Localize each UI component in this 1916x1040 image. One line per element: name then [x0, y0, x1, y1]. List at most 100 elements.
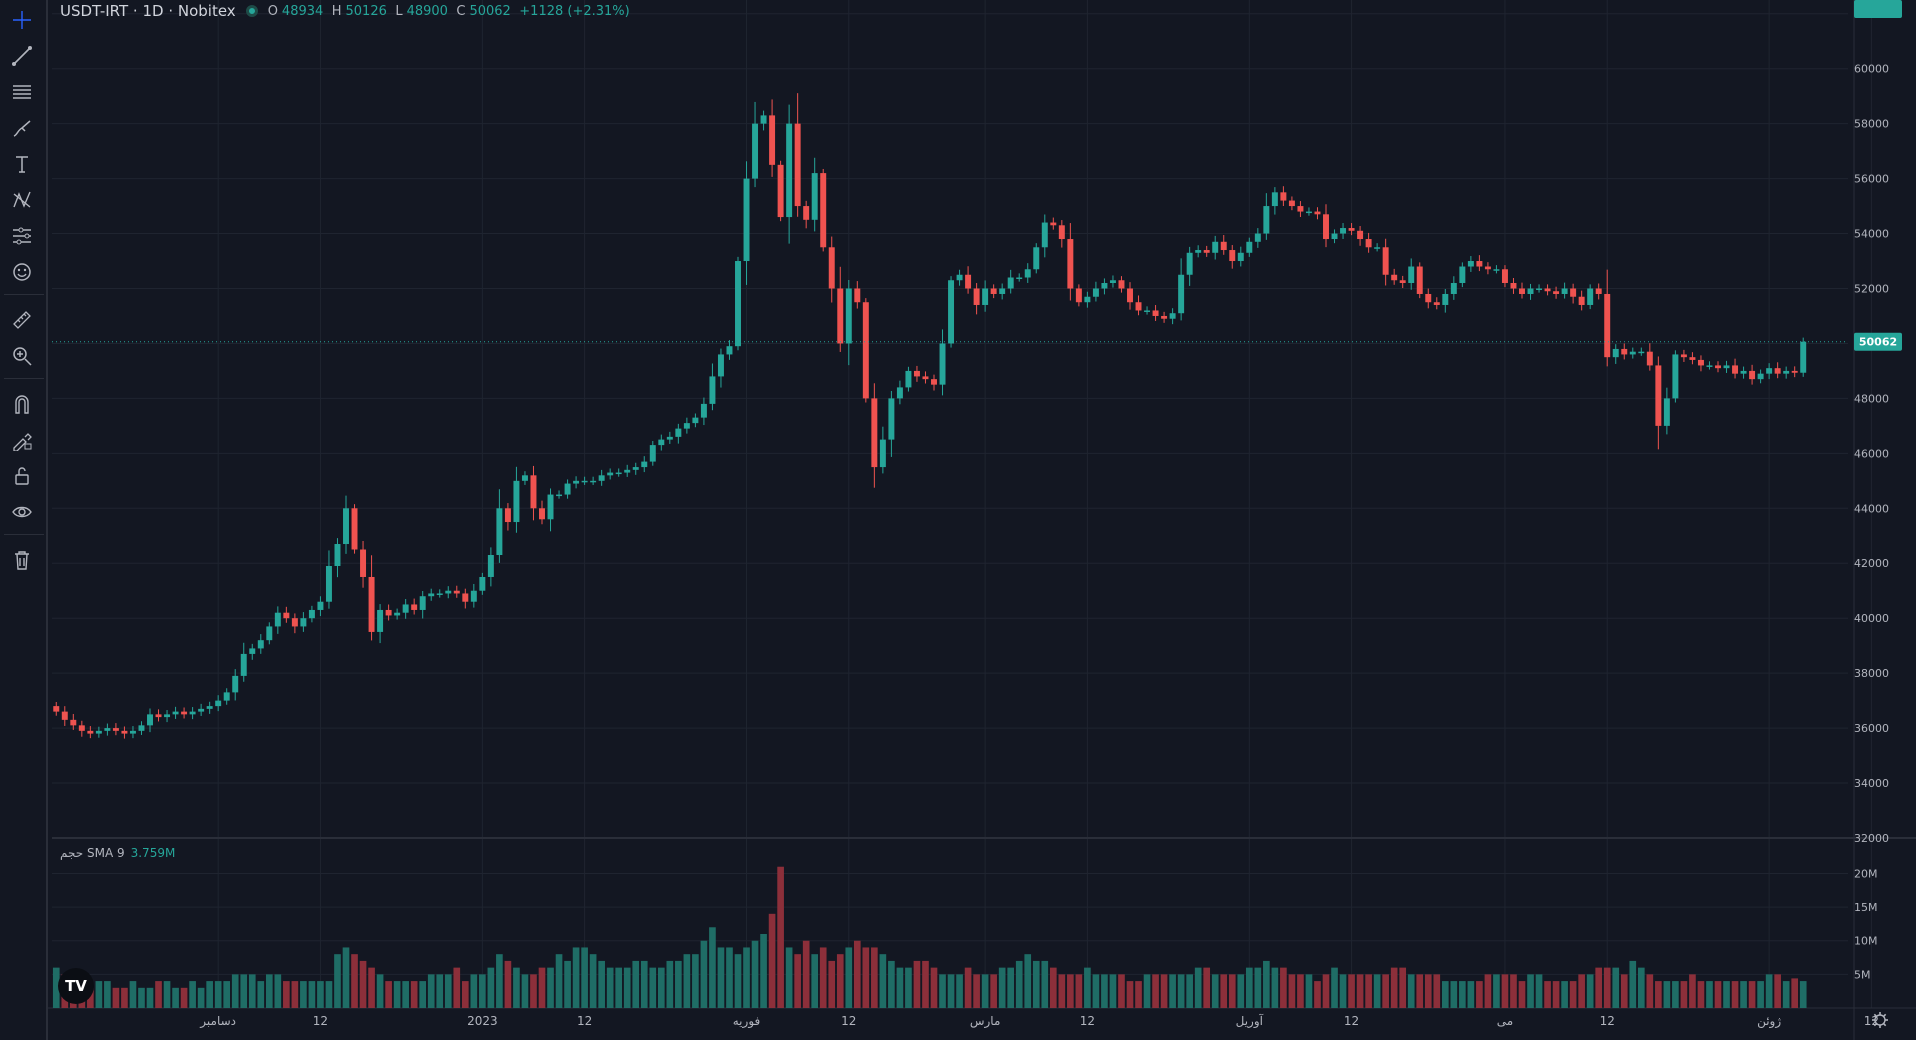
volume-legend[interactable]: حجم SMA 9 3.759M — [60, 846, 175, 860]
candlestick-chart[interactable]: 6200060000580005600054000520005000048000… — [48, 0, 1916, 1040]
candle — [1169, 313, 1176, 319]
settings-gear-icon[interactable] — [1872, 1012, 1888, 1028]
lock-drawing-icon[interactable] — [8, 426, 36, 454]
candle — [649, 445, 656, 462]
time-tick-label: 12 — [313, 1014, 328, 1028]
volume-bar — [1424, 974, 1432, 1008]
symbol-title[interactable]: USDT-IRT · 1D · Nobitex — [60, 2, 236, 20]
volume-bar — [1237, 974, 1245, 1008]
trash-icon[interactable] — [8, 546, 36, 574]
volume-bar — [751, 940, 759, 1008]
price-tag-bg — [1854, 332, 1902, 351]
candle — [147, 714, 153, 726]
volume-bar — [1476, 981, 1483, 1008]
candle — [189, 711, 196, 715]
price-tag: 50062 — [1859, 336, 1897, 349]
candle — [939, 343, 946, 385]
candle — [598, 475, 605, 481]
time-tick-label: 12 — [1080, 1014, 1095, 1028]
volume-bar — [1067, 974, 1074, 1008]
candle — [1161, 315, 1168, 319]
ruler-icon[interactable] — [8, 306, 36, 334]
candle — [521, 475, 528, 481]
zoom-in-icon[interactable] — [8, 342, 36, 370]
volume-bar — [231, 974, 239, 1008]
eye-icon[interactable] — [8, 498, 36, 526]
volume-bar — [1339, 974, 1347, 1008]
volume-bar — [1646, 974, 1654, 1008]
pattern-icon[interactable] — [8, 186, 36, 214]
volume-bar — [240, 974, 248, 1008]
volume-bar — [1245, 967, 1253, 1008]
candle — [249, 648, 256, 654]
candle — [1391, 274, 1398, 281]
candle — [1493, 269, 1500, 271]
volume-bar — [1135, 981, 1142, 1008]
candle — [854, 288, 861, 303]
candle — [487, 555, 494, 577]
candle — [888, 398, 895, 440]
candle — [1519, 288, 1525, 294]
volume-bar — [598, 960, 605, 1008]
candle — [1783, 370, 1790, 374]
volume-tick-label: 10M — [1854, 935, 1878, 948]
volume-bar — [342, 947, 350, 1008]
candle — [1595, 288, 1602, 294]
volume-bar — [1126, 981, 1134, 1008]
high-label: H — [331, 4, 342, 19]
candle — [343, 508, 349, 545]
emoji-icon[interactable] — [8, 258, 36, 286]
candle — [1152, 310, 1159, 316]
volume-bar — [777, 866, 784, 1008]
time-tick-label: 12 — [1600, 1014, 1615, 1028]
candle — [377, 609, 384, 632]
candle — [769, 115, 776, 165]
brush-icon[interactable] — [8, 114, 36, 142]
trendline-icon[interactable] — [8, 42, 36, 70]
horizontal-lines-icon[interactable] — [8, 78, 36, 106]
volume-bar — [444, 974, 452, 1008]
forecast-icon[interactable] — [8, 222, 36, 250]
volume-bar — [1552, 981, 1560, 1008]
tradingview-logo[interactable]: TV — [58, 968, 94, 1004]
volume-bar — [1075, 974, 1083, 1008]
candle — [1442, 293, 1449, 305]
candle — [1357, 230, 1364, 240]
candle — [1041, 222, 1048, 248]
ohlc-values: O 48934 H 50126 L 48900 C 50062 +1128 (+2.31… — [268, 3, 634, 19]
volume-bar — [1535, 974, 1543, 1008]
candle — [828, 247, 835, 289]
candle — [948, 280, 955, 344]
volume-bar — [922, 960, 929, 1008]
volume-bar — [1032, 960, 1040, 1008]
time-tick-label: 12 — [841, 1014, 856, 1028]
gear-tooth — [1882, 1022, 1887, 1027]
volume-bar — [1228, 974, 1236, 1008]
volume-bar — [223, 981, 231, 1008]
candle — [1544, 288, 1551, 292]
volume-bar — [1399, 967, 1407, 1008]
volume-bar — [155, 981, 162, 1008]
candle — [1118, 280, 1125, 289]
volume-bar — [461, 981, 469, 1008]
volume-bar — [163, 981, 171, 1008]
candle — [556, 494, 563, 497]
crosshair-icon[interactable] — [8, 6, 36, 34]
candle — [453, 590, 460, 594]
volume-bar — [743, 947, 750, 1008]
volume-bar — [836, 954, 844, 1008]
volume-bar — [615, 967, 623, 1008]
volume-bar — [1203, 967, 1211, 1008]
volume-bar — [1561, 981, 1568, 1008]
text-icon[interactable] — [8, 150, 36, 178]
unlock-icon[interactable] — [8, 462, 36, 490]
open-value: 48934 — [281, 4, 324, 19]
volume-bar — [1723, 981, 1730, 1008]
magnet-icon[interactable] — [8, 390, 36, 418]
candle — [351, 508, 358, 550]
candles — [53, 93, 1807, 739]
candle — [1732, 365, 1739, 374]
candle — [683, 423, 690, 429]
volume-bar — [427, 974, 435, 1008]
candle — [257, 640, 264, 649]
